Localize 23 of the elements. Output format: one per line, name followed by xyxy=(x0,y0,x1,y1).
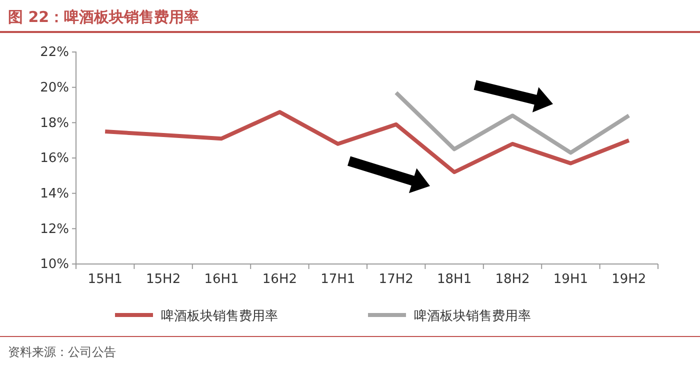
x-tick-label: 18H2 xyxy=(495,272,530,288)
legend-label: 啤酒板块销售费用率 xyxy=(414,308,531,324)
chart-title: 图 22：啤酒板块销售费用率 xyxy=(8,8,200,26)
x-tick-label: 15H2 xyxy=(146,272,181,288)
x-tick-label: 17H1 xyxy=(320,272,356,288)
y-tick-label: 22% xyxy=(40,45,69,60)
legend-label: 啤酒板块销售费用率 xyxy=(161,308,278,324)
x-tick-label: 19H2 xyxy=(612,272,646,288)
text: 资料来源：公司公告 xyxy=(8,345,116,359)
x-tick-label: 16H2 xyxy=(262,272,297,288)
x-tick-label: 19H1 xyxy=(553,272,588,288)
y-tick-label: 16% xyxy=(40,151,69,166)
line-series xyxy=(103,110,631,174)
x-tick-label: 17H2 xyxy=(378,272,414,288)
line-series xyxy=(394,90,631,155)
y-tick-label: 12% xyxy=(40,222,69,237)
y-tick-label: 20% xyxy=(40,80,69,96)
y-tick-label: 14% xyxy=(40,186,69,202)
x-tick-label: 16H1 xyxy=(204,272,239,288)
y-tick-label: 10% xyxy=(40,257,69,272)
x-tick-label: 15H1 xyxy=(88,272,122,288)
y-tick-label: 18% xyxy=(40,116,69,131)
x-tick-label: 18H1 xyxy=(437,272,472,288)
